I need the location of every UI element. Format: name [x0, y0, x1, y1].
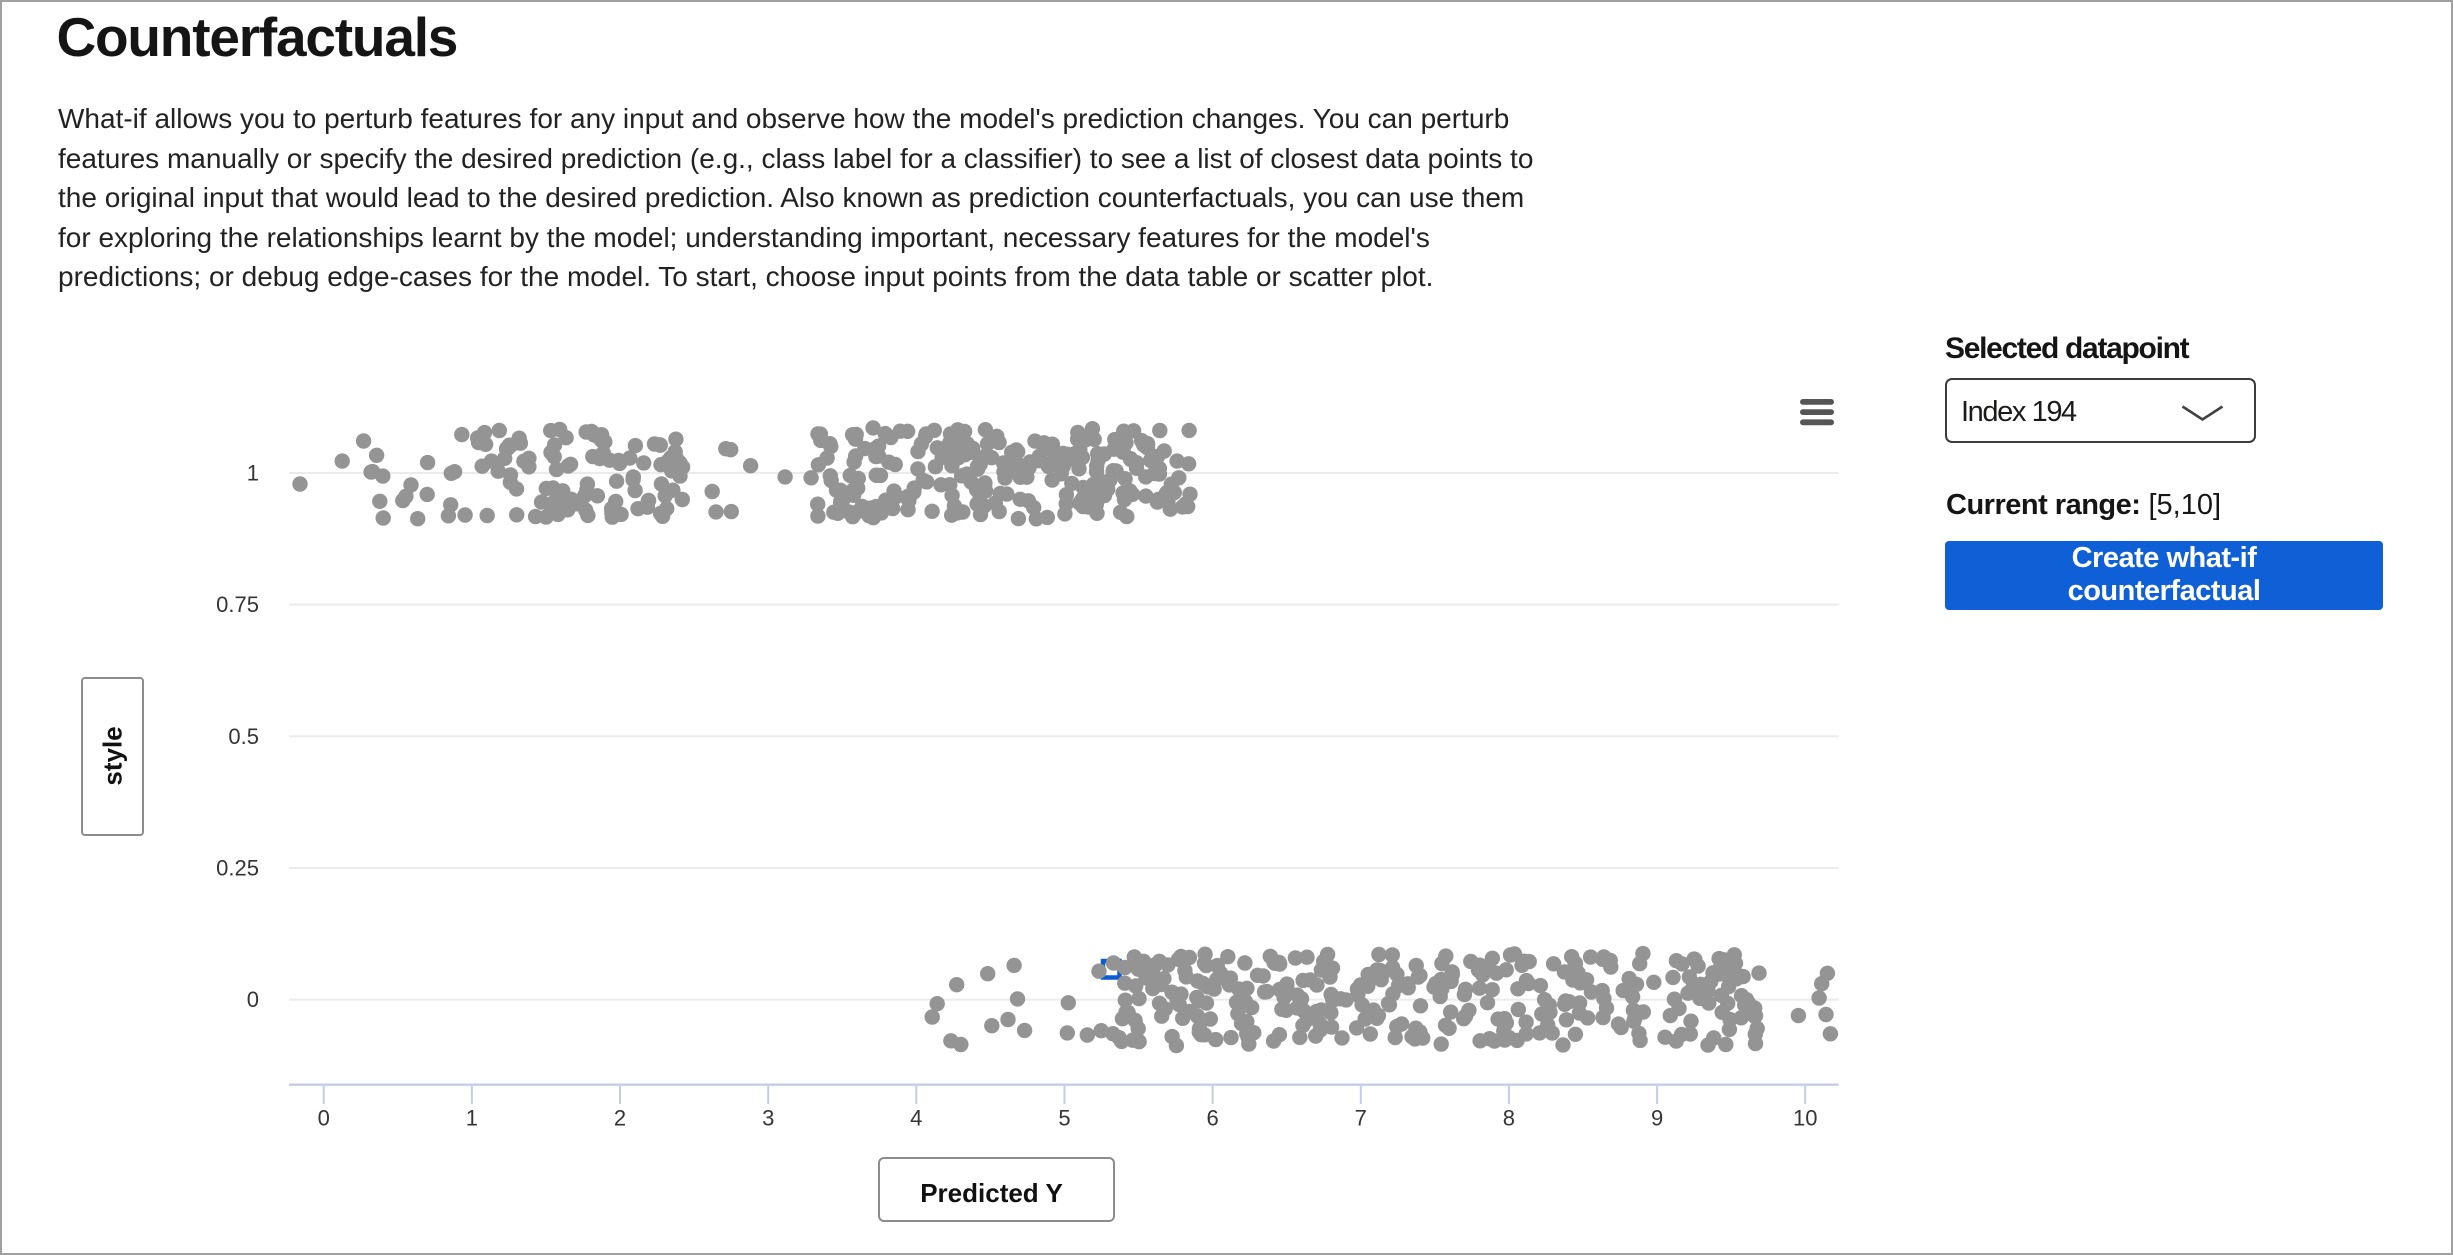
svg-text:7: 7 — [1355, 1106, 1367, 1131]
svg-text:0: 0 — [247, 987, 259, 1012]
svg-text:0.5: 0.5 — [228, 724, 259, 749]
svg-text:1: 1 — [247, 461, 259, 486]
svg-text:3: 3 — [762, 1106, 774, 1131]
svg-text:0.75: 0.75 — [216, 592, 259, 617]
svg-text:4: 4 — [910, 1106, 922, 1131]
svg-text:9: 9 — [1651, 1106, 1663, 1131]
svg-text:6: 6 — [1206, 1106, 1218, 1131]
svg-text:0.25: 0.25 — [216, 855, 259, 880]
svg-text:0: 0 — [318, 1106, 330, 1131]
svg-text:5: 5 — [1058, 1106, 1070, 1131]
svg-text:8: 8 — [1503, 1106, 1515, 1131]
svg-text:2: 2 — [614, 1106, 626, 1131]
svg-text:10: 10 — [1793, 1106, 1817, 1131]
svg-text:1: 1 — [466, 1106, 478, 1131]
